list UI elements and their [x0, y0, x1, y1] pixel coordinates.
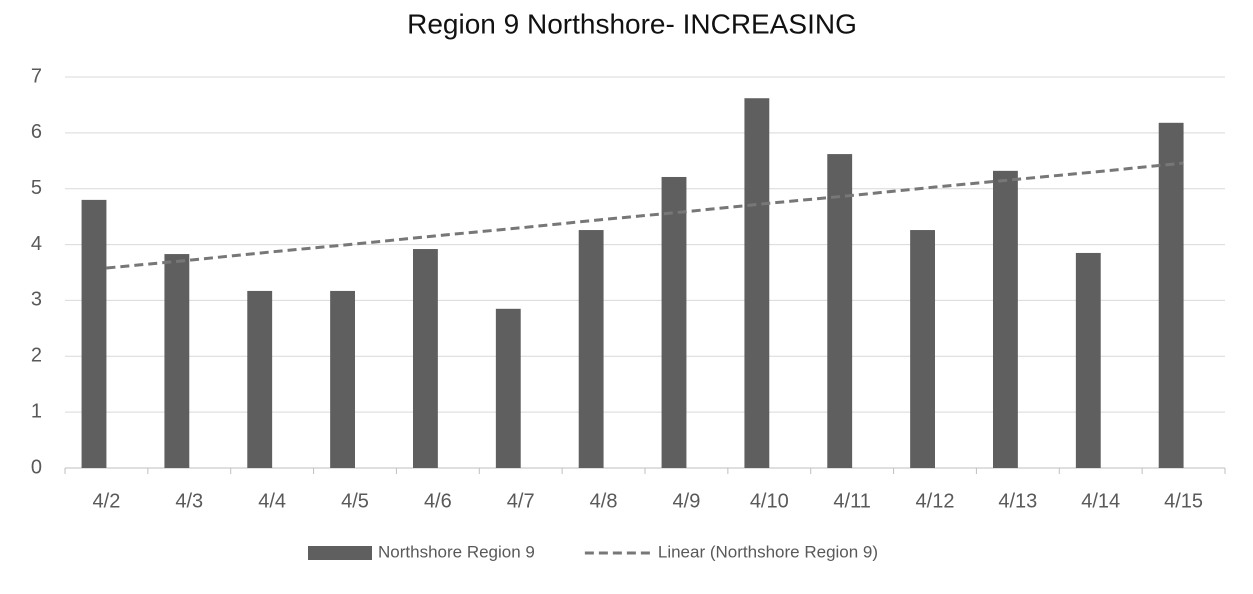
x-tick-label: 4/10	[750, 490, 789, 512]
x-tick-label: 4/7	[507, 490, 535, 512]
bar	[247, 290, 273, 468]
bar	[661, 176, 687, 468]
bar	[910, 230, 935, 468]
y-tick-label: 6	[31, 121, 42, 143]
bar	[1158, 122, 1184, 468]
x-tick-label: 4/8	[590, 490, 618, 512]
x-tick-label: 4/5	[341, 490, 369, 512]
x-tick-label: 4/11	[833, 490, 870, 512]
y-tick-label: 0	[31, 456, 42, 478]
trend-line	[106, 161, 1184, 270]
y-tick-label: 5	[31, 177, 42, 199]
bar	[495, 308, 521, 468]
x-tick-label: 4/4	[258, 490, 286, 512]
legend-swatch	[308, 546, 372, 560]
bar	[164, 254, 190, 468]
legend-label: Northshore Region 9	[378, 542, 535, 561]
x-tick-label: 4/6	[424, 490, 452, 512]
bar	[1075, 252, 1101, 468]
y-tick-label: 2	[31, 345, 42, 367]
bar	[827, 154, 853, 468]
x-tick-label: 4/12	[916, 490, 955, 512]
x-tick-label: 4/3	[175, 490, 203, 512]
x-tick-label: 4/14	[1081, 490, 1120, 512]
bar	[81, 199, 107, 468]
bar	[993, 170, 1018, 468]
bar	[413, 249, 438, 468]
x-tick-label: 4/13	[998, 490, 1037, 512]
legend-label: Linear (Northshore Region 9)	[658, 542, 878, 561]
y-tick-label: 1	[31, 400, 42, 422]
chart-title: Region 9 Northshore- INCREASING	[407, 8, 857, 39]
y-tick-label: 7	[31, 65, 42, 87]
x-tick-label: 4/2	[93, 490, 121, 512]
bar	[578, 230, 604, 468]
x-tick-label: 4/15	[1164, 490, 1203, 512]
x-tick-label: 4/9	[673, 490, 701, 512]
bar	[330, 290, 355, 468]
y-tick-label: 4	[31, 233, 42, 255]
y-tick-label: 3	[31, 289, 42, 311]
bar	[744, 98, 770, 469]
